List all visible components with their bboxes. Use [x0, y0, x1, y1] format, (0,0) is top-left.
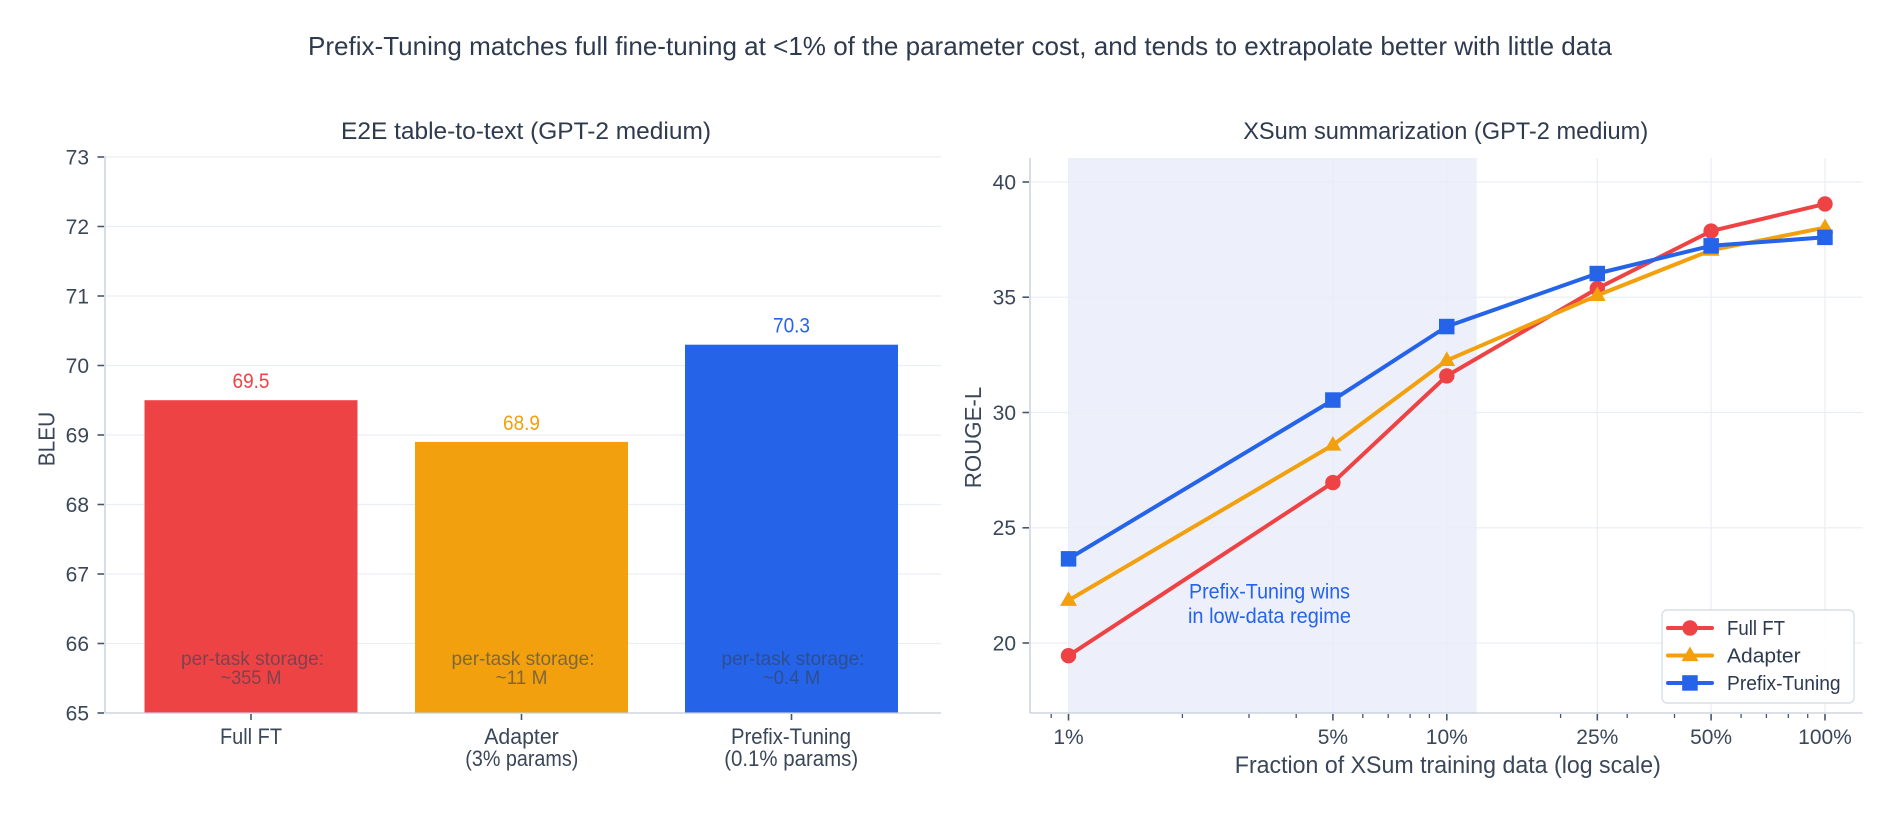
svg-text:71: 71: [66, 285, 89, 308]
svg-text:Prefix-Tuning: Prefix-Tuning: [1727, 673, 1841, 695]
svg-text:Full FT: Full FT: [220, 724, 282, 749]
svg-text:10%: 10%: [1426, 726, 1468, 749]
svg-text:70.3: 70.3: [773, 314, 810, 338]
svg-text:50%: 50%: [1690, 726, 1732, 749]
svg-text:(3% params): (3% params): [465, 746, 578, 771]
svg-text:~355 M: ~355 M: [221, 667, 282, 689]
svg-text:40: 40: [993, 171, 1016, 194]
svg-text:BLEU: BLEU: [33, 412, 59, 467]
svg-text:70: 70: [66, 355, 89, 378]
svg-text:(0.1% params): (0.1% params): [724, 746, 858, 771]
svg-text:66: 66: [66, 633, 89, 656]
svg-text:68.9: 68.9: [503, 411, 540, 435]
svg-text:25%: 25%: [1576, 726, 1618, 749]
svg-text:65: 65: [66, 702, 89, 725]
svg-text:73: 73: [66, 146, 89, 169]
svg-text:per-task storage:: per-task storage:: [181, 648, 324, 670]
svg-text:100%: 100%: [1798, 726, 1852, 749]
svg-text:5%: 5%: [1318, 726, 1348, 749]
svg-text:68: 68: [66, 494, 89, 517]
svg-text:Prefix-Tuning: Prefix-Tuning: [731, 724, 851, 749]
svg-text:Prefix-Tuning matches full fin: Prefix-Tuning matches full fine-tuning a…: [308, 31, 1613, 61]
svg-text:Fraction of XSum training data: Fraction of XSum training data (log scal…: [1235, 752, 1661, 779]
svg-text:Full FT: Full FT: [1727, 618, 1785, 640]
svg-text:35: 35: [993, 287, 1016, 310]
svg-text:25: 25: [993, 517, 1016, 540]
svg-text:69: 69: [66, 424, 89, 447]
svg-text:69.5: 69.5: [233, 369, 270, 393]
svg-text:1%: 1%: [1053, 726, 1083, 749]
svg-text:Adapter: Adapter: [1727, 645, 1801, 667]
svg-text:~0.4 M: ~0.4 M: [763, 667, 821, 689]
svg-text:ROUGE-L: ROUGE-L: [960, 387, 986, 489]
svg-text:XSum summarization (GPT-2 medi: XSum summarization (GPT-2 medium): [1243, 118, 1648, 145]
svg-text:20: 20: [993, 632, 1016, 655]
svg-text:per-task storage:: per-task storage:: [722, 648, 865, 670]
svg-text:30: 30: [993, 402, 1016, 425]
svg-text:in low-data regime: in low-data regime: [1188, 605, 1351, 628]
svg-text:67: 67: [66, 563, 89, 586]
svg-text:Adapter: Adapter: [484, 724, 559, 749]
svg-text:Prefix-Tuning wins: Prefix-Tuning wins: [1189, 581, 1350, 604]
svg-text:~11 M: ~11 M: [496, 667, 548, 689]
svg-text:E2E table-to-text (GPT-2 mediu: E2E table-to-text (GPT-2 medium): [341, 118, 711, 145]
svg-text:per-task storage:: per-task storage:: [452, 648, 595, 670]
svg-text:72: 72: [66, 216, 89, 239]
